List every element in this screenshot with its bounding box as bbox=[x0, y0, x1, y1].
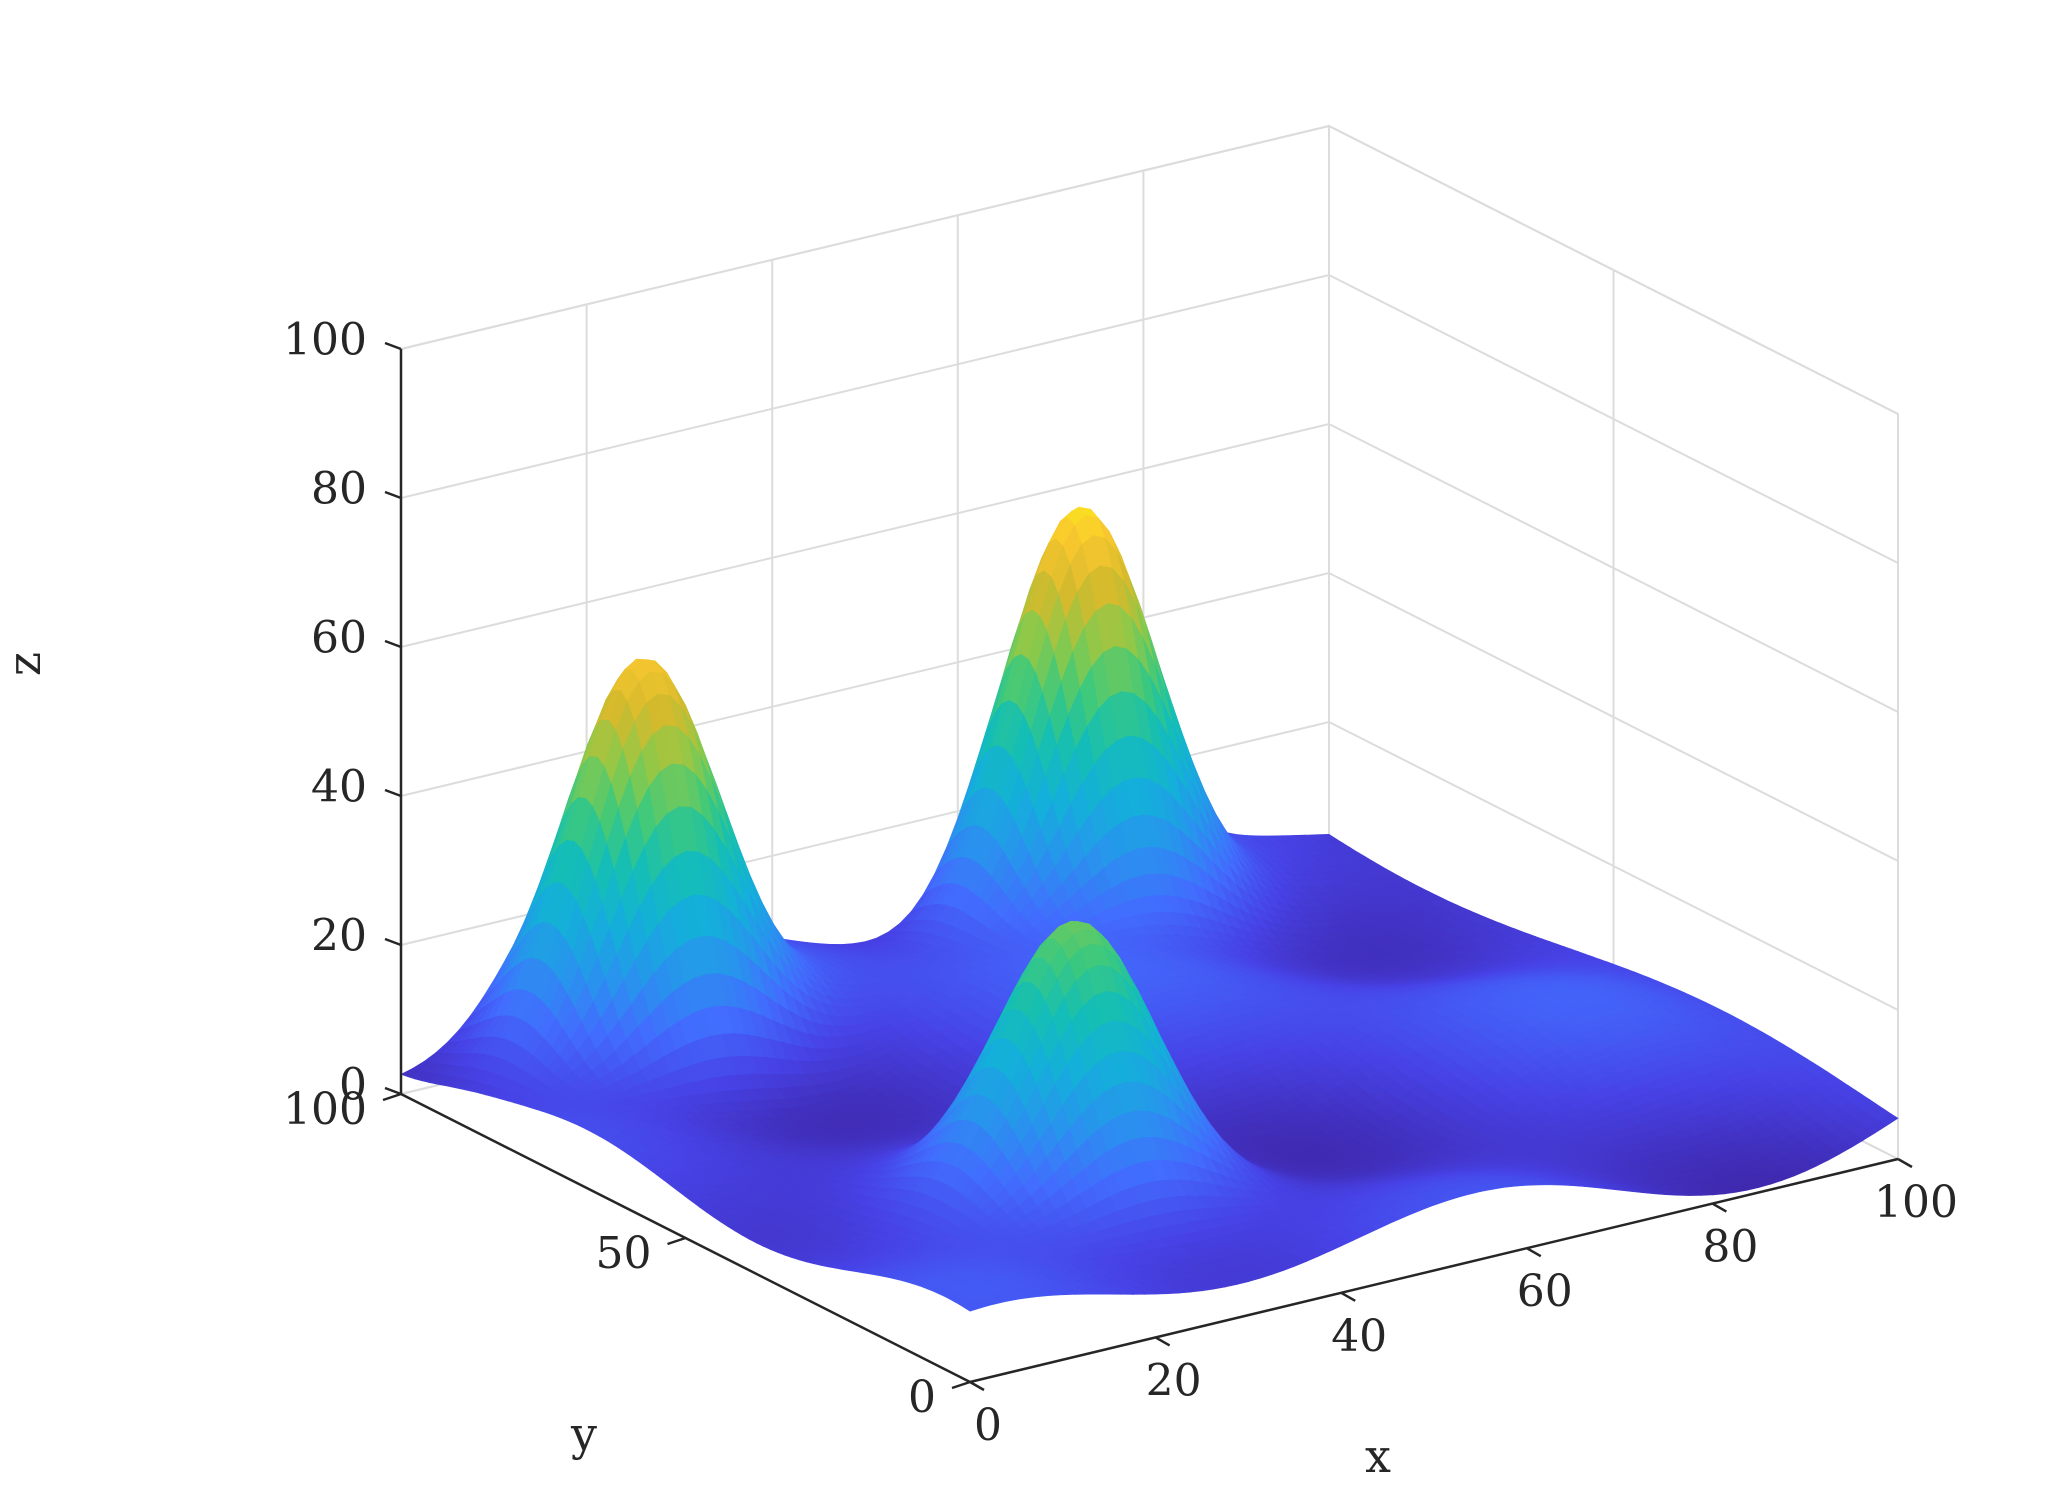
z-gridline bbox=[400, 273, 1899, 564]
surface-mesh bbox=[400, 506, 1899, 1312]
z-gridline bbox=[400, 124, 1899, 415]
